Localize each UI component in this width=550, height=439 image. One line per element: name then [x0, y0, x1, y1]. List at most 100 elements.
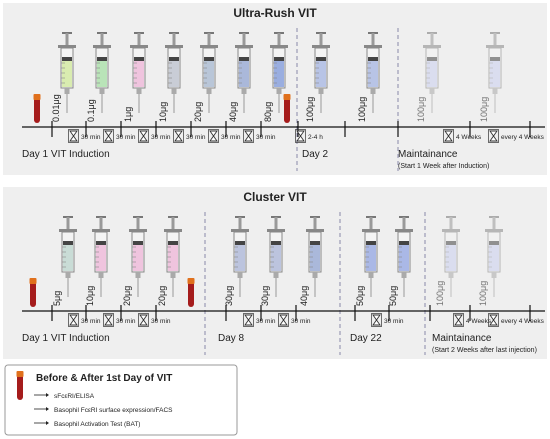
plunger-rod [65, 33, 69, 45]
stopper [133, 241, 143, 245]
dose-label: 80μg [263, 102, 273, 122]
blood-tube [34, 97, 40, 123]
syringe [200, 32, 218, 113]
tube-cap [283, 94, 291, 100]
plunger-rod [369, 217, 373, 229]
stopper [366, 241, 376, 245]
plunger-rod [274, 217, 278, 229]
hub [491, 272, 497, 278]
hourglass [489, 314, 498, 326]
hub [65, 272, 71, 278]
hub [312, 272, 318, 278]
legend-item: Basophil Activation Test (BAT) [54, 421, 140, 428]
stopper [235, 241, 245, 245]
hourglass [139, 314, 148, 326]
stopper [310, 241, 320, 245]
flange [231, 229, 249, 232]
dose-label: 50μg [388, 286, 398, 306]
hourglass [104, 130, 113, 142]
syringe [58, 32, 76, 113]
stopper [274, 57, 284, 61]
dose-label: 1μg [123, 107, 133, 122]
liquid [169, 61, 179, 87]
liquid [399, 245, 409, 271]
hub [370, 88, 376, 94]
syringe [442, 216, 460, 297]
blood-tube [17, 374, 23, 400]
liquid [489, 245, 499, 271]
hourglass [69, 314, 78, 326]
hub [136, 88, 142, 94]
dose-label: 100μg [416, 97, 426, 122]
plunger-rod [238, 217, 242, 229]
plunger-rod [66, 217, 70, 229]
syringe [129, 216, 147, 297]
plunger-rod [402, 217, 406, 229]
hourglass-box [103, 313, 114, 327]
liquid [427, 61, 437, 87]
dose-label: 40μg [299, 286, 309, 306]
stopper [97, 57, 107, 61]
interval-label: 30 min [151, 134, 171, 141]
interval-label: every 4 Weeks [501, 134, 545, 141]
stopper [204, 57, 214, 61]
plunger-rod [172, 33, 176, 45]
dose-label: 0.1μg [86, 99, 96, 122]
flange [486, 45, 504, 48]
legend-title: Before & After 1st Day of VIT [36, 373, 172, 384]
hub [64, 88, 70, 94]
liquid [366, 245, 376, 271]
hourglass-box [295, 129, 306, 143]
phase-note: (Start 2 Weeks after last injection) [432, 347, 537, 354]
hourglass-box [243, 129, 254, 143]
liquid [239, 61, 249, 87]
tube-cap [33, 94, 41, 100]
stopper [490, 57, 500, 61]
tube-cap [29, 278, 37, 284]
plunger-rod [492, 217, 496, 229]
panel-background [3, 3, 547, 175]
syringe [59, 216, 77, 297]
hourglass-box [243, 313, 254, 327]
interval-label: 30 min [151, 318, 171, 325]
liquid [316, 61, 326, 87]
dose-label: 40μg [228, 102, 238, 122]
legend-item: sFcεRI/ELISA [54, 393, 95, 400]
hourglass-box [488, 313, 499, 327]
hourglass [444, 130, 453, 142]
plunger-rod [100, 33, 104, 45]
phase-label: Maintainance [398, 149, 458, 160]
hourglass [174, 130, 183, 142]
plunger-rod [277, 33, 281, 45]
dose-label: 100μg [479, 97, 489, 122]
hub [241, 88, 247, 94]
flange [312, 45, 330, 48]
interval-label: 30 min [116, 318, 136, 325]
stopper [96, 241, 106, 245]
hourglass [209, 130, 218, 142]
stopper [427, 57, 437, 61]
stopper [489, 241, 499, 245]
liquid [271, 245, 281, 271]
dose-label: 10μg [158, 102, 168, 122]
hub [170, 272, 176, 278]
dose-label: 100μg [435, 281, 445, 306]
plunger-rod [207, 33, 211, 45]
interval-label: 30 min [256, 134, 276, 141]
flange [129, 229, 147, 232]
liquid [63, 245, 73, 271]
syringe [395, 216, 413, 297]
liquid [204, 61, 214, 87]
liquid [96, 245, 106, 271]
tube-cap [187, 278, 195, 284]
syringe [164, 216, 182, 297]
hub [429, 88, 435, 94]
syringe [93, 32, 111, 113]
hub [368, 272, 374, 278]
flange [235, 45, 253, 48]
hourglass [244, 130, 253, 142]
hourglass [69, 130, 78, 142]
dose-label: 20μg [193, 102, 203, 122]
dose-label: 0.01μg [51, 94, 61, 122]
